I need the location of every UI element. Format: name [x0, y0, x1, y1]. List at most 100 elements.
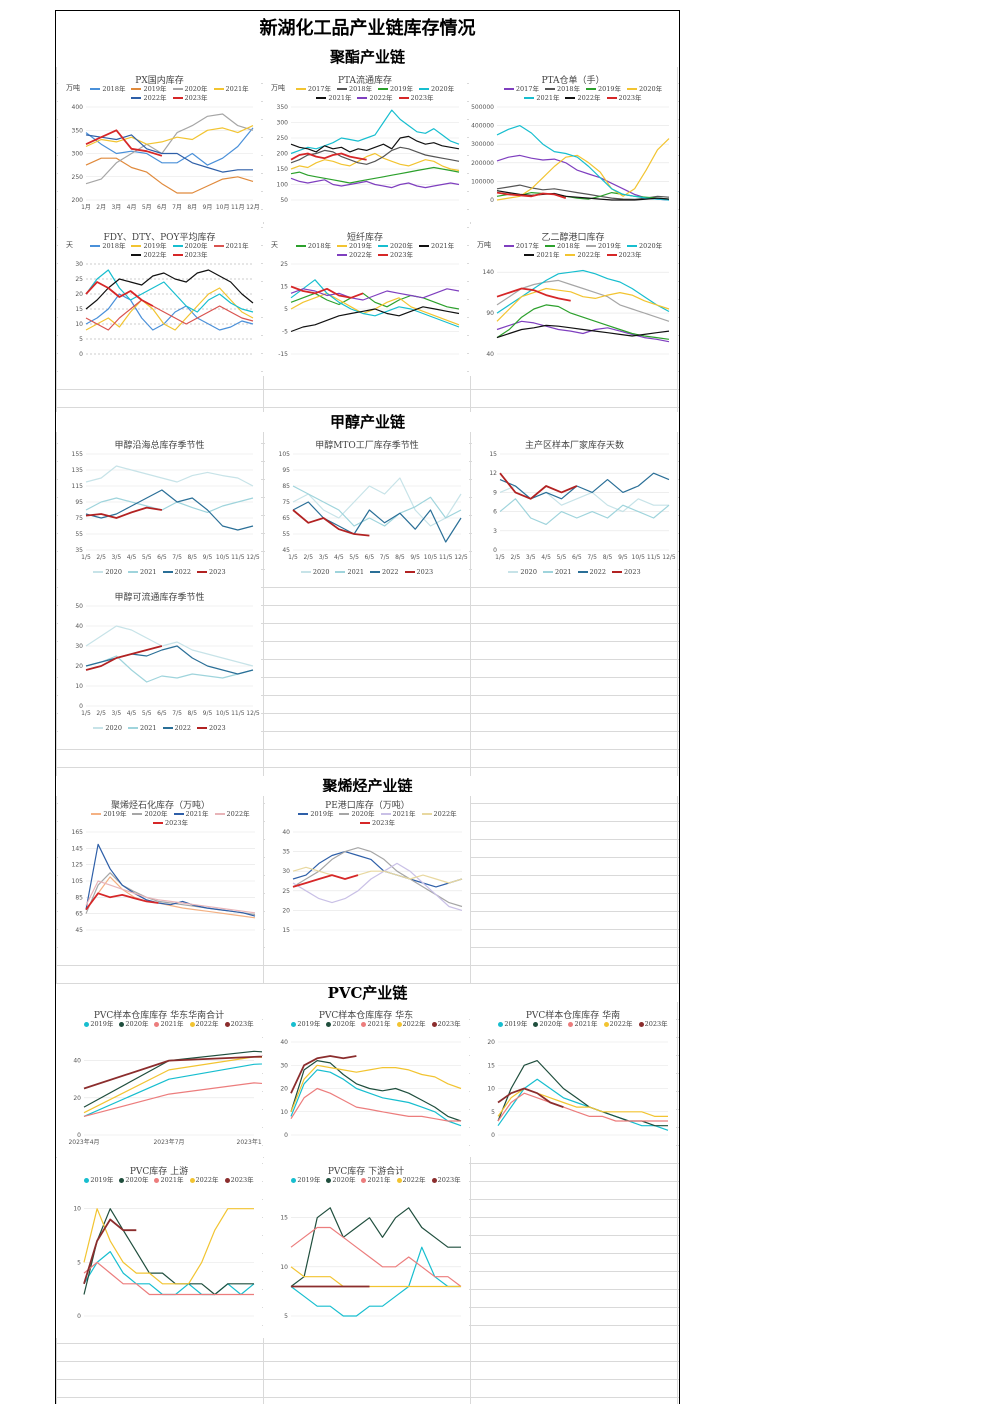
chart-title: PVC样本仓库库存 华南	[525, 1011, 621, 1021]
legend-swatch	[378, 245, 388, 247]
y-tick-label: 90	[486, 310, 494, 317]
series-line	[497, 1078, 669, 1131]
legend-label: 2022年	[577, 251, 601, 259]
legend-item: 2022	[162, 724, 191, 733]
chart-plot: 0 10 20 30 40 50 1/5 2/5 3/5 4/5 5/5 6/5 7/5 8/5 9/5 10…	[75, 603, 260, 717]
chart-legend: 2019年 2020年 2021年 2022年 2023年	[56, 1176, 262, 1185]
x-tick-label: 11/5	[439, 554, 453, 561]
chart-pvc-downstream: PVC库存 下游合计 2019年 2020年 2021年 2022年 2023年 5 10 15	[263, 1158, 469, 1338]
chart-title: FDY、DTY、POY平均库存	[103, 233, 216, 243]
legend-swatch	[152, 822, 163, 824]
y-tick-label: 25	[280, 261, 288, 268]
legend-label: 2021年	[160, 1020, 184, 1028]
legend-swatch	[172, 254, 183, 256]
x-tick-label: 8月	[187, 204, 197, 211]
legend-label: 2021	[347, 568, 364, 576]
legend-item: 2023年	[431, 1020, 461, 1029]
x-tick-label: 3/5	[526, 554, 536, 561]
legend-label: 2020年	[390, 242, 414, 250]
series-line	[85, 655, 254, 683]
legend-label: 2023年	[437, 1176, 461, 1184]
legend-label: 2020年	[332, 1020, 356, 1028]
series-line	[85, 113, 254, 185]
legend-item: 2018年	[295, 242, 331, 251]
legend-item: 2023	[612, 568, 641, 577]
legend-swatch	[404, 571, 415, 573]
legend-item: 2021	[335, 568, 364, 577]
y-tick-label: -5	[282, 329, 288, 336]
x-tick-label: 1/5	[288, 554, 298, 561]
x-tick-label: 9/5	[618, 554, 628, 561]
series-line	[290, 1266, 461, 1288]
x-tick-label: 2023年7月	[153, 1138, 184, 1146]
legend-item: 2020年	[419, 85, 454, 94]
legend-item: 2023年	[638, 1020, 668, 1029]
y-tick-label: 145	[72, 845, 84, 852]
legend-swatch	[316, 97, 327, 99]
chart-fdy-dty-poy: FDY、DTY、POY平均库存天 2018年 2019年 2020年 2021年 2022…	[58, 224, 261, 376]
legend-label: 2023年	[371, 819, 396, 827]
legend-swatch	[119, 1177, 125, 1183]
y-tick-label: 105	[72, 878, 84, 885]
legend-swatch	[361, 1177, 367, 1183]
series-line	[85, 127, 254, 166]
legend-swatch	[565, 254, 576, 256]
chart-title: PTA流通库存	[337, 76, 393, 86]
legend-swatch	[361, 1021, 367, 1027]
x-tick-label: 5/5	[142, 554, 152, 561]
x-tick-label: 10/5	[216, 554, 230, 561]
x-tick-label: 7/5	[587, 554, 597, 561]
legend-swatch	[162, 571, 173, 573]
legend-swatch	[224, 1021, 230, 1027]
series-line	[290, 306, 460, 333]
legend-item: 2023年	[606, 251, 642, 260]
x-tick-label: 6/5	[365, 554, 375, 561]
chart-methanol-circulating: 甲醇可流通库存季节性 2020 2021 2022 2023 0 10 20 30 40 50 1/5…	[58, 584, 261, 736]
x-tick-label: 10/5	[632, 554, 646, 561]
x-tick-label: 10/5	[216, 710, 230, 717]
chart-legend: 2020 2021 2022 2023	[58, 568, 261, 577]
legend-swatch	[606, 97, 617, 99]
legend-swatch	[173, 813, 184, 815]
legend-item: 2017年	[295, 85, 331, 94]
legend-item: 2021年	[173, 810, 209, 819]
legend-label: 2021	[554, 568, 572, 576]
legend-item: 2022年	[214, 810, 250, 819]
series-line	[499, 472, 670, 500]
legend-label: 2021年	[185, 810, 209, 818]
legend-label: 2020	[312, 568, 330, 576]
chart-legend: 2017年 2018年 2019年 2020年 2021年 2022年 2023年	[469, 85, 677, 103]
x-tick-label: 1/5	[495, 554, 505, 561]
x-tick-label: 2/5	[96, 554, 106, 561]
legend-label: 2020年	[332, 1176, 356, 1184]
x-tick-label: 2月	[96, 204, 106, 211]
legend-label: 2017年	[307, 85, 331, 93]
legend-swatch	[542, 571, 553, 573]
legend-item: 2023年	[172, 94, 208, 103]
series-line	[85, 645, 163, 671]
y-tick-label: 9	[493, 489, 497, 496]
legend-swatch	[90, 88, 101, 90]
legend-item: 2021	[127, 568, 157, 577]
chart-plot: 0 10 20 30 40	[280, 1039, 462, 1139]
legend-item: 2020年	[627, 85, 662, 94]
legend-swatch	[638, 1021, 644, 1027]
legend-label: 2020	[520, 568, 537, 576]
y-tick-label: 250	[277, 135, 289, 142]
x-tick-label: 4/5	[334, 554, 344, 561]
legend-item: 2020年	[533, 1020, 562, 1029]
legend-swatch	[544, 245, 555, 247]
y-tick-label: 10	[75, 683, 83, 690]
legend-label: 2022年	[226, 810, 250, 818]
y-tick-label: 300	[277, 120, 289, 127]
x-tick-label: 5/5	[142, 710, 152, 717]
chart-legend: 2019年 2020年 2021年 2022年 2023年	[58, 810, 263, 828]
legend-label: 2023	[209, 724, 226, 732]
legend-label: 2021年	[367, 1176, 391, 1184]
section-methanol: 甲醇产业链	[56, 412, 679, 432]
y-tick-label: 400000	[471, 123, 494, 130]
legend-swatch	[603, 1021, 609, 1027]
legend-item: 2021年	[361, 1176, 391, 1185]
legend-item: 2023年	[398, 94, 434, 103]
series-line	[85, 299, 254, 331]
